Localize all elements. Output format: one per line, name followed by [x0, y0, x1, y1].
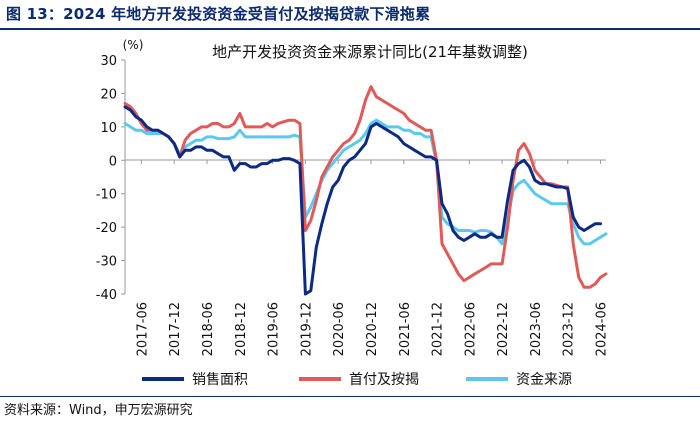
- legend-label-funds: 资金来源: [516, 372, 572, 388]
- figure-title: 图 13：2024 年地方开发投资资金受首付及按揭贷款下滑拖累: [6, 5, 431, 23]
- series-line-funds: [123, 118, 608, 246]
- line-chart: 地产开发投资资金来源累计同比(21年基数调整) (%) 30 20 10 0 -10 -2…: [96, 38, 610, 388]
- chart-title: 地产开发投资资金来源累计同比(21年基数调整): [212, 43, 528, 61]
- legend-label-mortgage: 首付及按揭: [349, 372, 419, 388]
- x-tick-label: 2018-06: [201, 302, 216, 356]
- y-tick-label: 20: [100, 87, 117, 102]
- x-tick-label: 2023-06: [529, 302, 544, 356]
- y-axis-unit-label: (%): [123, 38, 144, 52]
- x-tick-label: 2022-06: [463, 302, 478, 356]
- y-axis: 30 20 10 0 -10 -20 -30 -40: [96, 54, 125, 303]
- x-tick-label: 2021-06: [398, 302, 413, 356]
- y-tick-label: 10: [100, 121, 117, 136]
- series-line-sales: [123, 105, 602, 296]
- x-tick-label: 2022-12: [496, 302, 511, 356]
- y-tick-label: -30: [96, 255, 117, 270]
- footer-divider: [0, 396, 700, 397]
- source-note: 资料来源：Wind，申万宏源研究: [4, 403, 193, 418]
- x-tick-label: 2018-12: [234, 302, 249, 356]
- x-tick-label: 2021-12: [431, 302, 446, 356]
- y-tick-label: -10: [96, 188, 117, 203]
- x-tick-label: 2023-12: [562, 302, 577, 356]
- x-tick-label: 2019-06: [267, 302, 282, 356]
- x-tick-label: 2020-12: [365, 302, 380, 356]
- x-axis: 2017-06 2017-12 2018-06 2018-12 2019-06 2019-…: [135, 160, 610, 356]
- x-tick-label: 2020-06: [332, 302, 347, 356]
- legend: 销售面积 首付及按揭 资金来源: [142, 372, 572, 388]
- title-divider: [0, 28, 700, 30]
- y-tick-label: -20: [96, 221, 117, 236]
- y-tick-label: -40: [96, 288, 117, 303]
- y-tick-label: 30: [100, 54, 117, 69]
- legend-label-sales: 销售面积: [192, 372, 248, 388]
- series-line-mortgage: [123, 85, 608, 289]
- series-lines: [123, 85, 608, 296]
- x-tick-label: 2024-06: [595, 302, 610, 356]
- x-tick-label: 2017-06: [135, 302, 150, 356]
- x-tick-label: 2017-12: [168, 302, 183, 356]
- x-tick-label: 2019-12: [299, 302, 314, 356]
- y-tick-label: 0: [109, 154, 117, 169]
